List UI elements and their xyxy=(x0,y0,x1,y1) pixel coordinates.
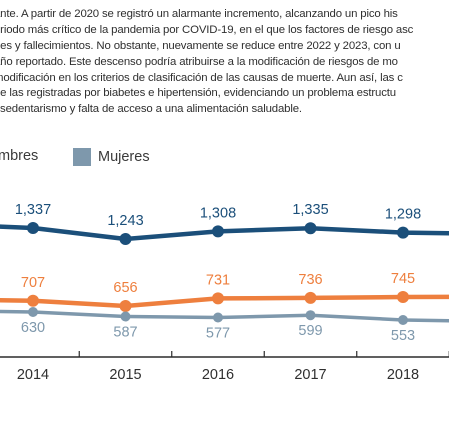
x-tick-label: 2016 xyxy=(202,367,234,383)
paragraph-line: de las registradas por biabetes e hipert… xyxy=(0,87,396,100)
data-point-mujeres xyxy=(213,312,223,323)
data-point-hombres xyxy=(397,291,409,303)
data-label-total: 1,337 xyxy=(15,202,51,218)
data-point-mujeres xyxy=(305,310,316,321)
paragraph-line: eriodo más crítico de la pandemia por CO… xyxy=(0,23,414,36)
data-label-hombres: 707 xyxy=(21,275,45,291)
data-point-mujeres xyxy=(120,311,131,322)
data-label-hombres: 736 xyxy=(298,272,322,288)
series-line-total xyxy=(0,224,449,242)
x-tick-label: 2017 xyxy=(294,367,326,383)
data-label-mujeres: 553 xyxy=(391,328,415,344)
data-label-total: 1,335 xyxy=(292,202,328,218)
data-point-total xyxy=(119,233,132,245)
data-label-total: 1,298 xyxy=(385,207,421,223)
data-point-total xyxy=(212,225,224,238)
data-point-mujeres xyxy=(398,315,408,325)
series-line-hombres xyxy=(0,294,449,309)
data-point-mujeres xyxy=(28,307,38,317)
paragraph-line: ante. A partir de 2020 se registró un al… xyxy=(0,8,398,20)
data-point-hombres xyxy=(212,292,224,305)
data-label-mujeres: 587 xyxy=(113,325,137,341)
data-point-total xyxy=(397,226,409,239)
series-lines xyxy=(0,222,449,325)
description-paragraph: ante. A partir de 2020 se registró un al… xyxy=(0,7,449,118)
legend-item-hombres: mbres xyxy=(0,148,38,164)
chart-legend: mbres Mujeres xyxy=(0,148,449,172)
x-tick-label: 2018 xyxy=(387,367,419,383)
data-point-total xyxy=(27,222,39,234)
x-tick-label: 2014 xyxy=(17,367,49,383)
data-label-mujeres: 630 xyxy=(21,320,45,336)
data-point-hombres xyxy=(119,300,132,312)
data-label-total: 1,243 xyxy=(107,213,143,229)
data-label-total: 1,308 xyxy=(200,205,236,221)
paragraph-line: año reportado. Este descenso podría atri… xyxy=(0,55,398,68)
data-label-hombres: 656 xyxy=(113,280,137,296)
paragraph-line: , sedentarismo y falta de acceso a una a… xyxy=(0,103,302,116)
data-point-total xyxy=(304,222,317,235)
paragraph-line: nes y fallecimientos. No obstante, nueva… xyxy=(0,39,401,52)
data-label-mujeres: 599 xyxy=(298,323,322,339)
data-labels: 1,337 1,243 1,308 1,335 1,298 707 656 731 736 745… xyxy=(15,202,421,344)
data-point-hombres xyxy=(304,291,317,304)
data-label-mujeres: 577 xyxy=(206,326,230,342)
legend-label-hombres: mbres xyxy=(0,148,39,164)
series-line-mujeres xyxy=(0,309,449,323)
line-chart: 1,337 1,243 1,308 1,335 1,298 707 656 731 736 745… xyxy=(0,202,449,383)
x-axis-ticks: 2014 2015 2016 2017 2018 xyxy=(17,351,449,383)
x-tick-label: 2015 xyxy=(109,367,141,383)
data-label-hombres: 745 xyxy=(391,271,415,287)
data-label-hombres: 731 xyxy=(206,272,230,288)
paragraph-line: modificación en los criterios de clasifi… xyxy=(0,71,403,84)
legend-item-mujeres: Mujeres xyxy=(73,148,150,166)
legend-swatch-mujeres xyxy=(73,148,91,166)
legend-label-mujeres: Mujeres xyxy=(98,149,150,165)
data-point-hombres xyxy=(27,294,39,307)
